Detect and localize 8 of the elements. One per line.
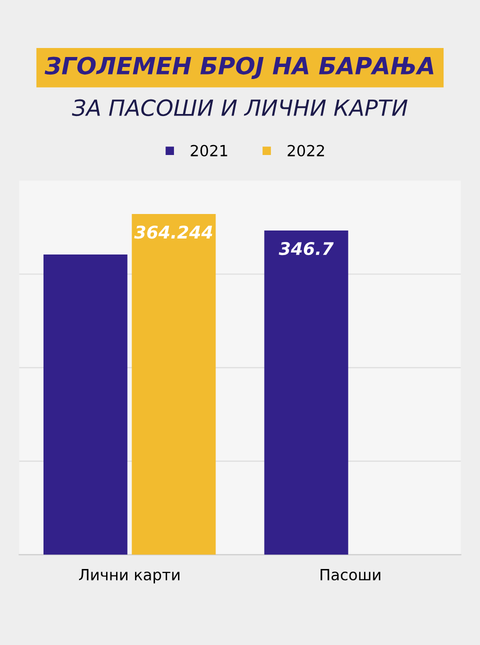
x-tick-label: Лични карти [79,569,180,584]
chart-title: ЗГОЛЕМЕН БРОЈ НА БАРАЊА [44,56,434,79]
data-label: 346.7 [278,242,334,256]
chart-subtitle: ЗА ПАСОШИ И ЛИЧНИ КАРТИ [72,99,408,116]
legend-label: 2021 [190,144,228,156]
data-label: 364.244 [134,226,212,239]
legend-label: 2022 [288,144,324,156]
x-tick-label: Пасоши [320,569,380,580]
